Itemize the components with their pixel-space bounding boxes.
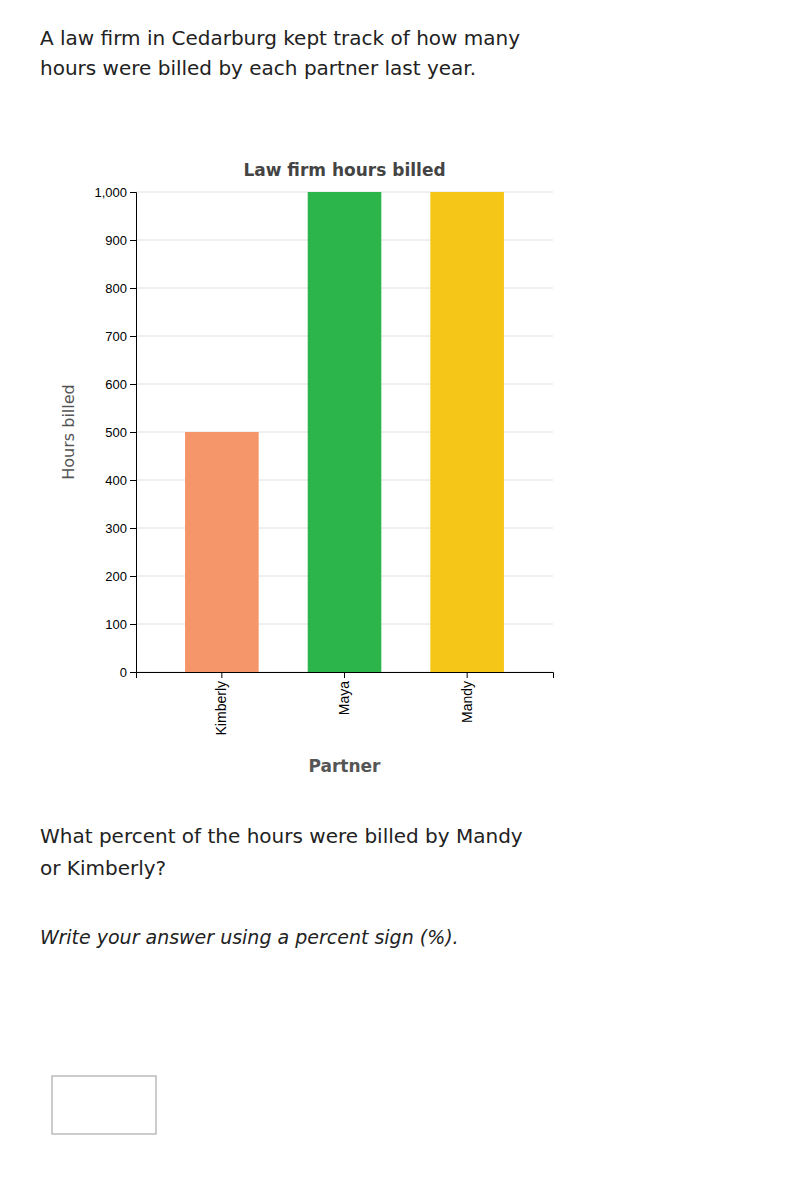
bar: [185, 432, 259, 672]
bars: [185, 192, 504, 672]
y-tick: 200: [105, 569, 136, 584]
y-tick: 100: [105, 617, 136, 632]
tick-mark: [130, 528, 136, 529]
x-tick: Mandy: [459, 672, 475, 723]
tick-label: 300: [105, 521, 127, 536]
annotation-line: A law firm in Cedarburg kept track of ho…: [40, 26, 520, 50]
tick-label: 900: [105, 233, 127, 248]
tick-label: 600: [105, 377, 127, 392]
y-tick: 300: [105, 521, 136, 536]
tick-label: Maya: [336, 681, 352, 715]
tick-label: 0: [120, 665, 127, 680]
tick-mark: [130, 432, 136, 433]
tick-mark: [130, 384, 136, 385]
tick-label: 400: [105, 473, 127, 488]
tick-label: 1,000: [94, 185, 127, 200]
tick-mark: [130, 192, 136, 193]
tick-label: Kimberly: [213, 681, 229, 735]
bar: [308, 192, 382, 672]
tick-mark: [130, 240, 136, 241]
x-axis: Kimberly Maya Mandy: [137, 672, 554, 735]
tick-mark: [130, 288, 136, 289]
chart: 0 100 200 300 400 500 600 700 800 900 1,000 Kimberl…: [59, 160, 554, 776]
y-tick: 500: [105, 425, 136, 440]
annotation-line: What percent of the hours were billed by…: [40, 824, 523, 848]
annotation: Write your answer using a percent sign (…: [40, 926, 459, 948]
tick-label: 100: [105, 617, 127, 632]
y-tick: 700: [105, 329, 136, 344]
tick-label: 700: [105, 329, 127, 344]
x-label: Partner: [308, 756, 381, 776]
tick-label: 800: [105, 281, 127, 296]
y-tick: 600: [105, 377, 136, 392]
tick-mark: [130, 336, 136, 337]
title: Law firm hours billed: [243, 160, 445, 180]
tick-mark: [221, 672, 222, 678]
y-tick: 800: [105, 281, 136, 296]
tick-mark: [130, 576, 136, 577]
grid: [136, 192, 553, 672]
answer-box[interactable]: [52, 1076, 156, 1134]
axis-line: [130, 193, 137, 673]
annotation-line: hours were billed by each partner last y…: [40, 56, 476, 80]
tick-mark: [130, 672, 136, 673]
tick-mark: [344, 672, 345, 678]
y-label: Hours billed: [59, 384, 78, 479]
tick-label: Mandy: [459, 681, 475, 723]
x-tick: Kimberly: [213, 672, 229, 735]
axis-line: [137, 673, 554, 679]
annotation: A law firm in Cedarburg kept track of ho…: [40, 26, 520, 80]
y-tick: 900: [105, 233, 136, 248]
annotation-line: Write your answer using a percent sign (…: [40, 926, 459, 948]
tick-mark: [130, 480, 136, 481]
annotation: What percent of the hours were billed by…: [40, 824, 523, 880]
y-tick: 0: [120, 665, 136, 680]
bar: [430, 192, 504, 672]
y-axis: 0 100 200 300 400 500 600 700 800 900 1,000: [94, 185, 136, 680]
tick-label: 200: [105, 569, 127, 584]
page: A law firm in Cedarburg kept track of ho…: [0, 0, 801, 1200]
x-tick: Maya: [336, 672, 352, 715]
tick-mark: [130, 624, 136, 625]
tick-mark: [467, 672, 468, 678]
y-tick: 400: [105, 473, 136, 488]
tick-label: 500: [105, 425, 127, 440]
annotation-line: or Kimberly?: [40, 856, 166, 880]
y-tick: 1,000: [94, 185, 136, 200]
